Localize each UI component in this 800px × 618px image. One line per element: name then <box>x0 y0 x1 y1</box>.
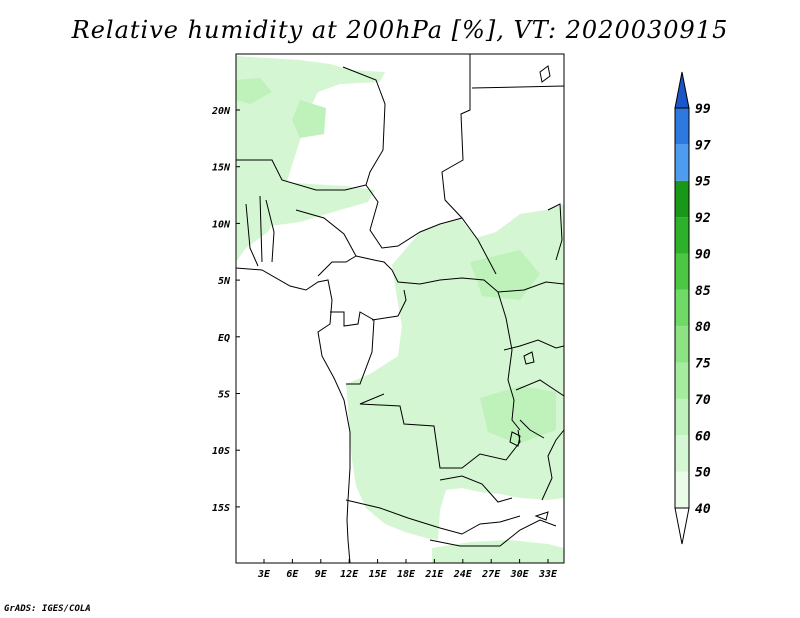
lon-tick-label: 12E <box>340 569 359 580</box>
border-line <box>503 339 564 351</box>
colorbar-segment <box>675 217 689 254</box>
colorbar-label: 95 <box>695 175 711 190</box>
lon-tick-label: 27E <box>481 569 501 580</box>
border-line <box>541 429 564 501</box>
colorbar-segment <box>675 471 689 508</box>
lake-outline <box>523 351 535 365</box>
humidity-region-deep-patch-3 <box>470 250 540 300</box>
border-line <box>342 66 386 186</box>
colorbar-segment <box>675 326 689 363</box>
border-line <box>519 419 545 439</box>
colorbar-upper-arrow <box>674 71 690 109</box>
colorbar-label: 70 <box>695 393 711 408</box>
humidity-shading <box>236 56 564 563</box>
colorbar-label: 92 <box>695 211 711 226</box>
border-line <box>439 475 513 503</box>
colorbar-segment <box>675 435 689 472</box>
humidity-region-deep-patch-1 <box>292 100 326 138</box>
colorbar-label: 60 <box>695 429 711 444</box>
lat-tick-label: 10N <box>212 219 231 230</box>
colorbar: 40 50 60 70 75 80 85 90 92 95 97 99 <box>674 71 711 545</box>
colorbar-label: 97 <box>695 138 711 153</box>
lon-tick-label: 21E <box>424 569 444 580</box>
map-title: Relative humidity at 200hPa [%], VT: 202… <box>71 16 729 44</box>
humidity-region-southeast <box>432 540 564 563</box>
map-frame <box>235 53 565 564</box>
humidity-region-northwest-strip <box>256 180 375 226</box>
colorbar-label: 90 <box>695 247 711 262</box>
humidity-region-deep-patch-4 <box>480 386 556 444</box>
colorbar-label: 85 <box>695 284 711 299</box>
colorbar-segment <box>675 253 689 290</box>
border-line <box>259 195 263 263</box>
border-line <box>265 199 275 263</box>
border-line <box>515 379 564 397</box>
longitude-axis: 3E 6E 9E 12E 15E 18E 21E 24E 27E 30E 33E <box>257 559 558 580</box>
lat-tick-label: 10S <box>212 446 230 457</box>
lat-tick-label: 20N <box>211 106 231 117</box>
colorbar-label: 75 <box>695 357 711 372</box>
colorbar-label: 50 <box>695 466 711 481</box>
border-line <box>245 203 259 267</box>
border-line <box>471 85 564 89</box>
colorbar-label: 99 <box>695 102 711 117</box>
border-line <box>359 393 521 469</box>
colorbar-segment <box>675 289 689 327</box>
colorbar-segment <box>675 398 689 436</box>
lat-tick-label: EQ <box>218 333 230 344</box>
border-line <box>236 159 367 191</box>
lon-tick-label: 9E <box>315 569 328 580</box>
country-borders <box>236 54 564 563</box>
colorbar-label: 80 <box>695 320 711 335</box>
lon-tick-label: 33E <box>538 569 558 580</box>
humidity-region-central <box>346 204 564 540</box>
colorbar-outline <box>674 107 690 509</box>
colorbar-label: 40 <box>695 502 711 517</box>
colorbar-lower-arrow <box>674 507 690 545</box>
lat-tick-label: 5N <box>218 276 231 287</box>
colorbar-segment <box>675 144 689 181</box>
border-line <box>355 255 564 293</box>
lon-tick-label: 15E <box>369 569 388 580</box>
border-line <box>330 311 375 385</box>
colorbar-segment <box>675 108 689 145</box>
lon-tick-label: 18E <box>397 569 416 580</box>
lat-tick-label: 5S <box>218 390 230 401</box>
humidity-region-deep-patch-2 <box>236 78 272 104</box>
border-line <box>345 499 521 535</box>
lat-tick-label: 15S <box>212 503 230 514</box>
coastline <box>236 267 351 563</box>
lake-outline <box>534 511 549 521</box>
border-line <box>497 291 521 431</box>
lon-tick-label: 3E <box>257 569 271 580</box>
border-line <box>429 519 557 547</box>
border-line <box>365 184 463 249</box>
lake-outline <box>509 431 521 447</box>
border-line <box>441 54 497 275</box>
credit-label: GrADS: IGES/COLA <box>4 604 91 614</box>
lake-outline <box>539 65 551 83</box>
lon-tick-label: 30E <box>510 569 530 580</box>
colorbar-segment <box>675 180 689 218</box>
lon-tick-label: 24E <box>453 569 473 580</box>
lat-tick-label: 15N <box>212 163 231 174</box>
latitude-axis: 20N 15N 10N 5N EQ 5S 10S 15S <box>211 106 240 514</box>
colorbar-segment <box>675 362 689 399</box>
border-line <box>371 289 407 321</box>
lon-tick-label: 6E <box>286 569 299 580</box>
border-line <box>547 203 563 261</box>
